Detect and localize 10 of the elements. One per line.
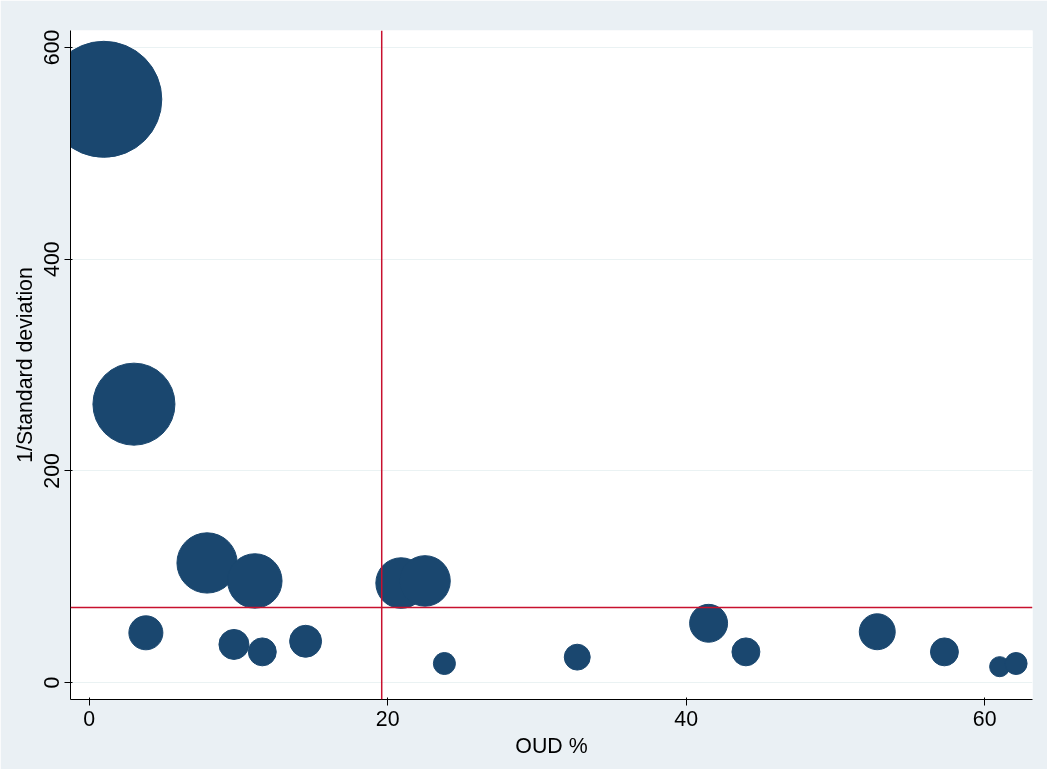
y-tick-label: 400	[40, 241, 65, 277]
y-axis-title: 1/Standard deviation	[12, 267, 37, 463]
x-tick-label: 60	[972, 706, 997, 731]
x-tick-label: 40	[674, 706, 699, 731]
y-tick-label: 600	[40, 29, 65, 66]
y-tick-label: 200	[40, 452, 65, 489]
x-tick-label: 0	[83, 706, 96, 731]
x-tick-label: 20	[375, 706, 400, 731]
y-tick-label: 0	[40, 676, 65, 689]
x-axis-title: OUD %	[515, 733, 588, 758]
